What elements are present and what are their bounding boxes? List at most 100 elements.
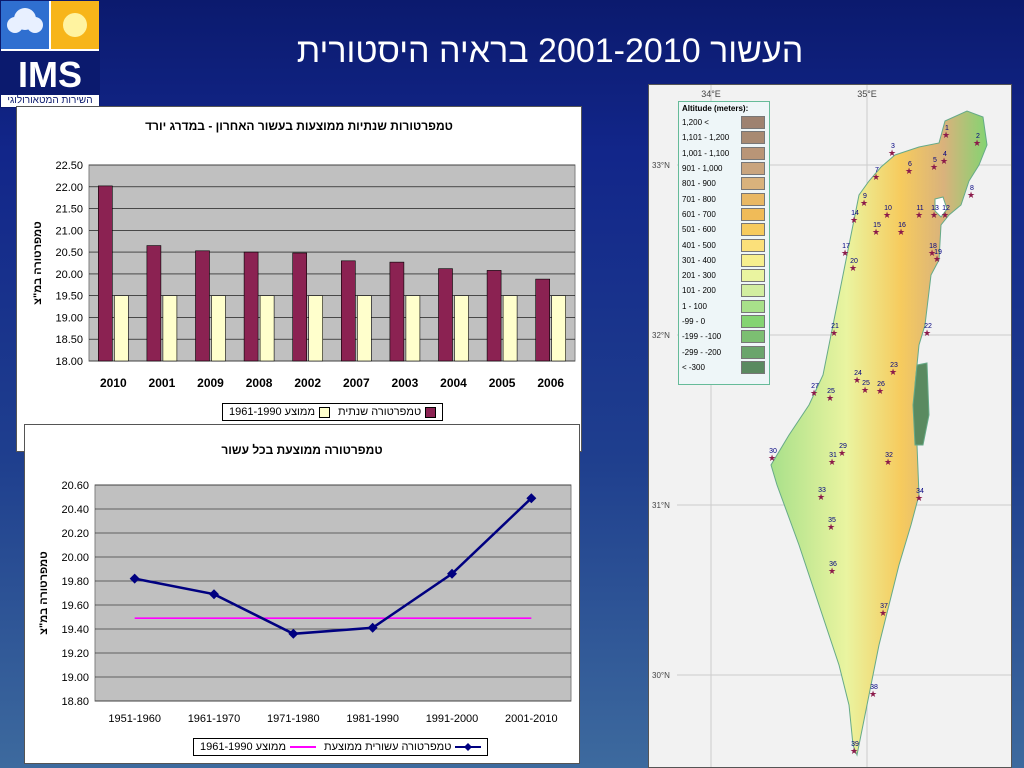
bar-chart: 18.00 18.50 19.00 19.50 20.00 20.50 21.00 21.50…: [32, 160, 576, 390]
legend-item-annual: טמפרטורה שנתית: [338, 406, 437, 418]
altitude-legend-row: 1,001 - 1,100: [679, 146, 769, 161]
station-number: 16: [898, 222, 906, 229]
station-marker: ★: [872, 172, 880, 182]
station-number: 7: [875, 167, 879, 174]
station-marker: ★: [827, 522, 835, 532]
line-chart-title: טמפרטורה ממוצעת בכל עשור: [221, 443, 383, 457]
station-marker: ★: [915, 493, 923, 503]
station-number: 6: [908, 161, 912, 168]
station-number: 19: [934, 249, 942, 256]
altitude-legend-label: 601 - 700: [682, 209, 716, 219]
station-marker: ★: [897, 227, 905, 237]
line-y-tick-label: 18.80: [61, 696, 89, 708]
altitude-legend-label: 1,101 - 1,200: [682, 133, 730, 143]
station-marker: ★: [942, 130, 950, 140]
station-marker: ★: [860, 198, 868, 208]
altitude-legend-swatch: [741, 238, 765, 252]
legend-swatch-normal: [319, 406, 331, 418]
altitude-legend-swatch: [741, 284, 765, 298]
legend-swatch-normal-line: [290, 746, 317, 748]
station-number: 1: [945, 125, 949, 132]
legend-swatch-annual: [425, 406, 437, 418]
bar-normal: [551, 295, 567, 362]
bar-y-tick-label: 20.50: [55, 247, 83, 259]
logo-text: IMS: [18, 54, 82, 95]
line-chart: 18.80 19.00 19.20 19.40 19.60 19.80 20.00 20.20…: [38, 480, 572, 725]
station-marker: ★: [850, 746, 858, 756]
station-number: 21: [831, 323, 839, 330]
station-number: 27: [811, 383, 819, 390]
altitude-legend-row: < -300: [679, 360, 769, 375]
altitude-legend-label: 901 - 1,000: [682, 164, 723, 174]
station-number: 29: [839, 443, 847, 450]
bar-y-tick-label: 21.50: [55, 204, 83, 216]
bar-annual: [195, 250, 210, 362]
altitude-legend-row: 601 - 700: [679, 207, 769, 222]
bar-x-tick-label: 2003: [392, 376, 419, 390]
legend-label-decadal: טמפרטורה עשורית ממוצעת: [324, 741, 452, 753]
altitude-legend-row: 901 - 1,000: [679, 161, 769, 176]
altitude-legend-swatch: [741, 253, 765, 267]
bar-chart-panel: טמפרטורות שנתיות ממוצעות בעשור האחרון - …: [16, 106, 582, 452]
line-plot-area: [94, 484, 572, 702]
bar-annual: [438, 268, 453, 362]
bar-y-tick-label: 22.50: [55, 160, 83, 172]
station-marker: ★: [967, 190, 975, 200]
station-number: 35: [828, 517, 836, 524]
altitude-legend-row: 401 - 500: [679, 237, 769, 252]
station-marker: ★: [889, 367, 897, 377]
line-point-decadal: [526, 493, 537, 504]
altitude-legend-label: 1,001 - 1,100: [682, 148, 730, 158]
bar-x-tick-label: 2004: [440, 376, 467, 390]
line-y-tick-label: 19.40: [61, 624, 89, 636]
line-y-tick-label: 19.80: [61, 576, 89, 588]
station-marker: ★: [828, 566, 836, 576]
line-x-tick-label: 1991-2000: [426, 713, 479, 725]
logo-graphic: IMS השירות המטאורולוגי: [1, 1, 99, 106]
bar-y-axis-label: טמפרטורה במ"צ: [32, 221, 44, 304]
bar-x-tick-label: 2005: [489, 376, 516, 390]
station-number: 10: [884, 205, 892, 212]
bar-normal: [454, 295, 469, 362]
altitude-legend-row: 701 - 800: [679, 191, 769, 206]
altitude-legend-row: 1 - 100: [679, 299, 769, 314]
bar-annual: [389, 261, 405, 362]
station-marker: ★: [973, 138, 981, 148]
station-marker: ★: [817, 492, 825, 502]
bar-normal: [114, 295, 129, 362]
lat-label-33: 33°N: [652, 161, 670, 170]
lon-label-35: 35°E: [857, 89, 877, 99]
line-point-decadal: [288, 628, 299, 639]
bar-annual: [243, 251, 259, 362]
bar-y-tick-label: 20.00: [55, 269, 83, 281]
line-y-tick-label: 20.00: [61, 552, 89, 564]
bar-annual: [98, 185, 113, 362]
station-number: 33: [818, 487, 826, 494]
station-number: 17: [842, 243, 850, 250]
station-marker: ★: [849, 263, 857, 273]
bar-normal: [356, 295, 372, 362]
bar-normal: [405, 295, 421, 362]
station-number: 39: [851, 741, 859, 748]
station-number: 5: [933, 157, 937, 164]
altitude-legend-swatch: [741, 131, 765, 145]
altitude-legend: Altitude (meters): 1,200 < 1,101 - 1,200 1…: [678, 101, 770, 385]
line-point-decadal: [367, 622, 378, 633]
lat-label-31: 31°N: [652, 501, 670, 510]
line-x-tick-label: 1961-1970: [188, 713, 241, 725]
line-y-tick-label: 20.60: [61, 480, 89, 492]
bar-y-tick-label: 21.00: [55, 225, 83, 237]
legend-swatch-decadal: [455, 743, 482, 751]
station-marker: ★: [928, 248, 936, 258]
station-marker: ★: [879, 608, 887, 618]
bar-x-tick-label: 2008: [246, 376, 273, 390]
station-marker: ★: [861, 385, 869, 395]
station-number: 20: [850, 258, 858, 265]
slide-title: העשור 2001-2010 בראיה היסטורית: [296, 32, 804, 70]
line-chart-legend: טמפרטורה עשורית ממוצעת ממוצע 1961-1990: [193, 738, 489, 756]
station-number: 13: [931, 205, 939, 212]
station-marker: ★: [853, 375, 861, 385]
altitude-legend-label: -99 - 0: [682, 317, 706, 326]
station-number: 18: [929, 243, 937, 250]
bar-y-tick-label: 19.00: [55, 312, 83, 324]
